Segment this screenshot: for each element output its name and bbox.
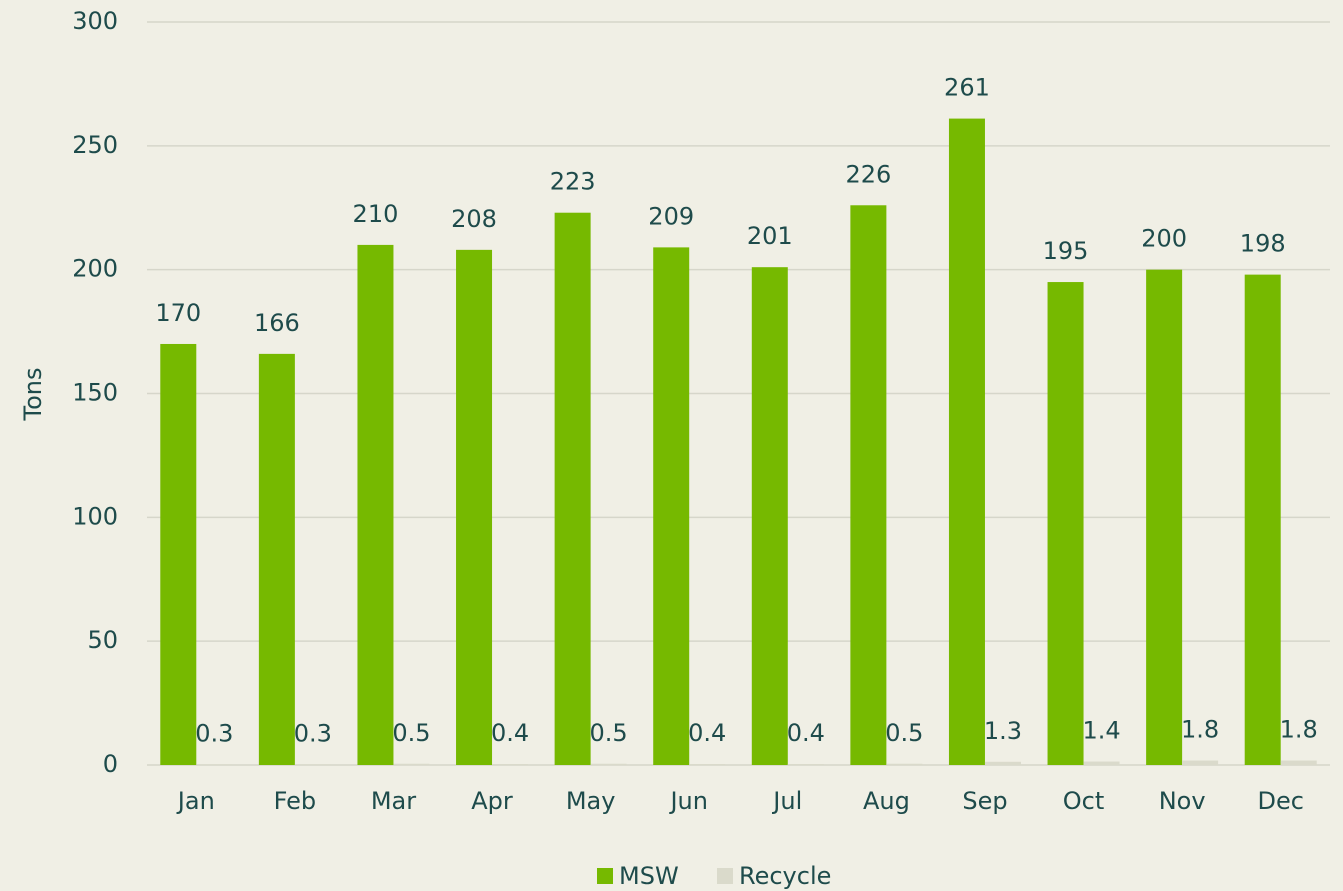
data-label: 200	[1141, 225, 1187, 253]
x-tick-label: Feb	[274, 787, 317, 815]
data-label: 1.8	[1280, 716, 1318, 744]
bar	[751, 267, 788, 765]
data-label: 0.4	[491, 719, 529, 747]
bar	[984, 761, 1021, 765]
legend-swatch	[597, 868, 613, 884]
legend-label: MSW	[619, 862, 679, 890]
bar	[1047, 282, 1084, 765]
x-tick-label: Aug	[863, 787, 910, 815]
bar	[886, 763, 923, 765]
x-tick-label: Jul	[771, 787, 802, 815]
data-label: 1.8	[1181, 716, 1219, 744]
legend-swatch	[717, 868, 733, 884]
x-tick-label: Nov	[1159, 787, 1206, 815]
bar	[258, 353, 295, 765]
data-label: 209	[648, 202, 694, 230]
bar	[1182, 760, 1219, 765]
x-tick-label: Jun	[668, 787, 708, 815]
data-label: 0.5	[590, 719, 628, 747]
y-tick-label: 50	[87, 626, 118, 654]
data-label: 210	[353, 200, 399, 228]
bar	[196, 764, 233, 765]
bar	[554, 212, 591, 765]
data-label: 0.5	[885, 719, 923, 747]
data-label: 261	[944, 74, 990, 102]
bar	[393, 763, 430, 765]
bar	[948, 118, 985, 766]
y-axis-label: Tons	[19, 368, 47, 422]
bar	[456, 249, 493, 765]
data-label: 201	[747, 222, 793, 250]
bar	[357, 244, 394, 765]
data-label: 166	[254, 309, 300, 337]
bar	[1083, 761, 1120, 765]
data-label: 0.3	[294, 719, 332, 747]
data-label: 223	[550, 168, 596, 196]
x-tick-label: Apr	[471, 787, 513, 815]
bar	[294, 764, 331, 765]
bar	[787, 764, 824, 765]
y-tick-label: 100	[72, 502, 118, 530]
x-tick-label: Mar	[371, 787, 416, 815]
data-label: 1.3	[984, 717, 1022, 745]
y-tick-label: 250	[72, 131, 118, 159]
x-tick-label: Oct	[1063, 787, 1105, 815]
bar	[160, 343, 197, 765]
bar	[492, 764, 529, 765]
y-tick-label: 150	[72, 379, 118, 407]
data-label: 0.5	[392, 719, 430, 747]
y-tick-label: 300	[72, 7, 118, 35]
y-tick-label: 200	[72, 255, 118, 283]
bar	[1280, 760, 1317, 765]
x-tick-label: May	[566, 787, 616, 815]
data-label: 0.3	[195, 719, 233, 747]
data-label: 0.4	[787, 719, 825, 747]
data-label: 208	[451, 205, 497, 233]
bar	[850, 205, 887, 766]
data-label: 195	[1043, 237, 1089, 265]
bar	[1146, 269, 1183, 765]
x-tick-label: Sep	[962, 787, 1007, 815]
data-label: 226	[845, 160, 891, 188]
x-tick-label: Dec	[1257, 787, 1303, 815]
bar	[590, 763, 627, 765]
data-label: 198	[1240, 230, 1286, 258]
bar	[689, 764, 726, 765]
y-tick-label: 0	[103, 750, 118, 778]
data-label: 170	[155, 299, 201, 327]
legend-label: Recycle	[739, 862, 831, 890]
data-label: 1.4	[1082, 717, 1120, 745]
x-tick-label: Jan	[176, 787, 215, 815]
data-label: 0.4	[688, 719, 726, 747]
bar	[653, 247, 690, 766]
bar	[1244, 274, 1281, 765]
